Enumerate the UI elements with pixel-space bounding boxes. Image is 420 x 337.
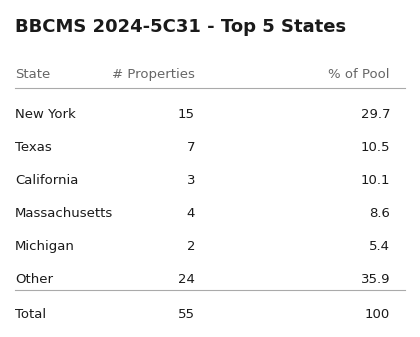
Text: New York: New York: [15, 108, 76, 121]
Text: 2: 2: [186, 240, 195, 253]
Text: 8.6: 8.6: [369, 207, 390, 220]
Text: 24: 24: [178, 273, 195, 286]
Text: 35.9: 35.9: [360, 273, 390, 286]
Text: Total: Total: [15, 308, 46, 321]
Text: Massachusetts: Massachusetts: [15, 207, 113, 220]
Text: State: State: [15, 68, 50, 81]
Text: 10.1: 10.1: [360, 174, 390, 187]
Text: 4: 4: [186, 207, 195, 220]
Text: 15: 15: [178, 108, 195, 121]
Text: 3: 3: [186, 174, 195, 187]
Text: 10.5: 10.5: [360, 141, 390, 154]
Text: Michigan: Michigan: [15, 240, 75, 253]
Text: 100: 100: [365, 308, 390, 321]
Text: 7: 7: [186, 141, 195, 154]
Text: 55: 55: [178, 308, 195, 321]
Text: Texas: Texas: [15, 141, 52, 154]
Text: 29.7: 29.7: [360, 108, 390, 121]
Text: California: California: [15, 174, 79, 187]
Text: % of Pool: % of Pool: [328, 68, 390, 81]
Text: # Properties: # Properties: [112, 68, 195, 81]
Text: 5.4: 5.4: [369, 240, 390, 253]
Text: Other: Other: [15, 273, 53, 286]
Text: BBCMS 2024-5C31 - Top 5 States: BBCMS 2024-5C31 - Top 5 States: [15, 18, 346, 36]
